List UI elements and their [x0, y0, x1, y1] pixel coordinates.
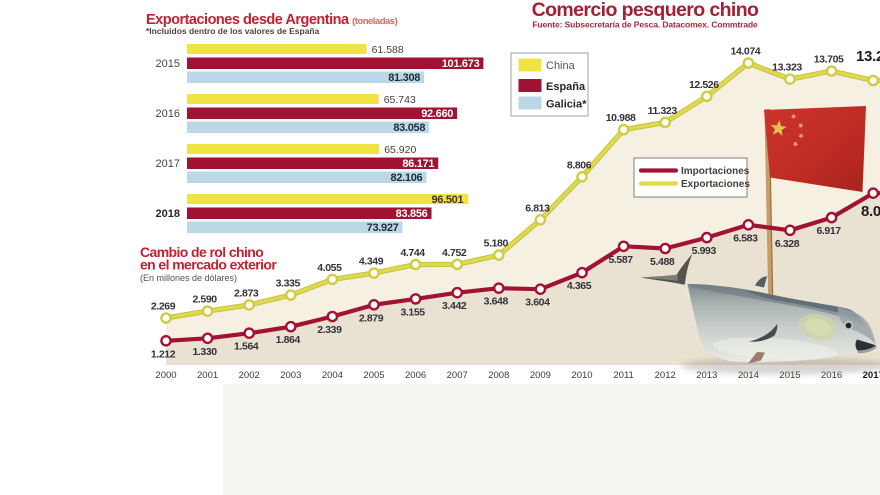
- svg-text:4.055: 4.055: [317, 262, 342, 274]
- svg-text:2008: 2008: [488, 370, 509, 381]
- svg-text:2018: 2018: [156, 208, 180, 220]
- svg-text:92.660: 92.660: [421, 108, 453, 120]
- svg-text:81.308: 81.308: [388, 72, 420, 84]
- svg-text:2004: 2004: [322, 370, 343, 381]
- svg-text:2.339: 2.339: [317, 324, 342, 336]
- svg-text:10.988: 10.988: [606, 112, 636, 124]
- svg-text:Comercio pesquero chino: Comercio pesquero chino: [532, 0, 759, 21]
- svg-text:5.488: 5.488: [650, 256, 675, 268]
- svg-text:73.927: 73.927: [367, 222, 399, 234]
- svg-text:2000: 2000: [155, 370, 176, 381]
- svg-text:2012: 2012: [655, 370, 676, 381]
- svg-text:3.442: 3.442: [442, 300, 467, 312]
- svg-text:2005: 2005: [363, 370, 384, 381]
- svg-text:86.171: 86.171: [402, 158, 434, 170]
- svg-text:14.074: 14.074: [731, 46, 761, 58]
- svg-text:2010: 2010: [571, 370, 592, 381]
- svg-text:13.323: 13.323: [772, 62, 802, 74]
- svg-text:82.106: 82.106: [391, 172, 423, 184]
- svg-text:2.269: 2.269: [151, 301, 176, 313]
- svg-text:2009: 2009: [530, 370, 551, 381]
- svg-text:12.526: 12.526: [689, 79, 719, 91]
- svg-text:*Incluidos dentro de los valor: *Incluidos dentro de los valores de Espa…: [146, 26, 320, 36]
- svg-text:3.604: 3.604: [525, 297, 550, 309]
- svg-text:2015: 2015: [156, 58, 180, 70]
- svg-text:2016: 2016: [821, 370, 842, 381]
- svg-text:Importaciones: Importaciones: [681, 166, 750, 177]
- svg-text:2013: 2013: [696, 370, 717, 381]
- svg-text:83.856: 83.856: [396, 208, 428, 220]
- svg-text:6.328: 6.328: [775, 238, 800, 250]
- svg-text:2015: 2015: [779, 370, 800, 381]
- svg-text:2006: 2006: [405, 370, 426, 381]
- svg-text:2001: 2001: [197, 370, 218, 381]
- svg-text:3.648: 3.648: [484, 296, 509, 308]
- svg-text:3.155: 3.155: [400, 306, 425, 318]
- svg-text:8.806: 8.806: [567, 159, 592, 171]
- svg-text:2016: 2016: [156, 108, 180, 120]
- svg-text:Exportaciones: Exportaciones: [681, 179, 750, 190]
- svg-text:4.349: 4.349: [359, 256, 384, 268]
- svg-text:Fuente: Subsecretaría de Pesca: Fuente: Subsecretaría de Pesca. Datacome…: [532, 20, 758, 30]
- svg-text:España: España: [546, 81, 586, 93]
- svg-text:2.879: 2.879: [359, 312, 384, 324]
- svg-text:13.264: 13.264: [856, 48, 880, 65]
- svg-text:5.180: 5.180: [484, 238, 509, 250]
- svg-text:2.873: 2.873: [234, 287, 259, 299]
- svg-text:4.744: 4.744: [400, 247, 425, 259]
- svg-text:1.330: 1.330: [192, 346, 217, 358]
- svg-text:5.587: 5.587: [608, 254, 633, 266]
- svg-text:65.743: 65.743: [384, 94, 416, 106]
- svg-text:13.705: 13.705: [814, 54, 844, 66]
- svg-text:1.564: 1.564: [234, 341, 259, 353]
- svg-text:4.365: 4.365: [567, 280, 592, 292]
- svg-text:5.993: 5.993: [692, 245, 717, 257]
- svg-text:101.673: 101.673: [442, 58, 480, 70]
- svg-text:4.752: 4.752: [442, 247, 467, 259]
- svg-text:96.501: 96.501: [431, 194, 463, 206]
- svg-text:China: China: [546, 60, 576, 72]
- svg-text:8.046: 8.046: [861, 203, 880, 220]
- svg-text:en el mercado exterior: en el mercado exterior: [140, 257, 277, 273]
- svg-text:61.588: 61.588: [372, 44, 404, 56]
- svg-text:2.590: 2.590: [192, 294, 217, 306]
- svg-text:Galicia*: Galicia*: [546, 99, 587, 111]
- svg-text:1.212: 1.212: [151, 348, 176, 360]
- svg-text:2014: 2014: [738, 370, 759, 381]
- svg-text:Exportaciones desde Argentina: Exportaciones desde Argentina (toneladas…: [146, 12, 398, 28]
- svg-text:2017: 2017: [156, 158, 180, 170]
- svg-text:(En millones de dólares): (En millones de dólares): [140, 273, 237, 283]
- svg-text:6.917: 6.917: [816, 225, 841, 237]
- svg-text:2007: 2007: [447, 370, 468, 381]
- svg-text:6.583: 6.583: [733, 232, 758, 244]
- svg-text:65.920: 65.920: [384, 144, 416, 156]
- svg-text:11.323: 11.323: [648, 105, 678, 117]
- svg-text:Cambio de rol chino: Cambio de rol chino: [140, 244, 263, 260]
- svg-text:83.058: 83.058: [393, 122, 425, 134]
- svg-text:2002: 2002: [239, 370, 260, 381]
- svg-text:2017: 2017: [863, 370, 880, 381]
- svg-text:2003: 2003: [280, 370, 301, 381]
- svg-text:6.813: 6.813: [525, 202, 550, 214]
- svg-text:3.335: 3.335: [276, 278, 301, 290]
- svg-text:1.864: 1.864: [276, 334, 301, 346]
- svg-text:2011: 2011: [613, 370, 633, 381]
